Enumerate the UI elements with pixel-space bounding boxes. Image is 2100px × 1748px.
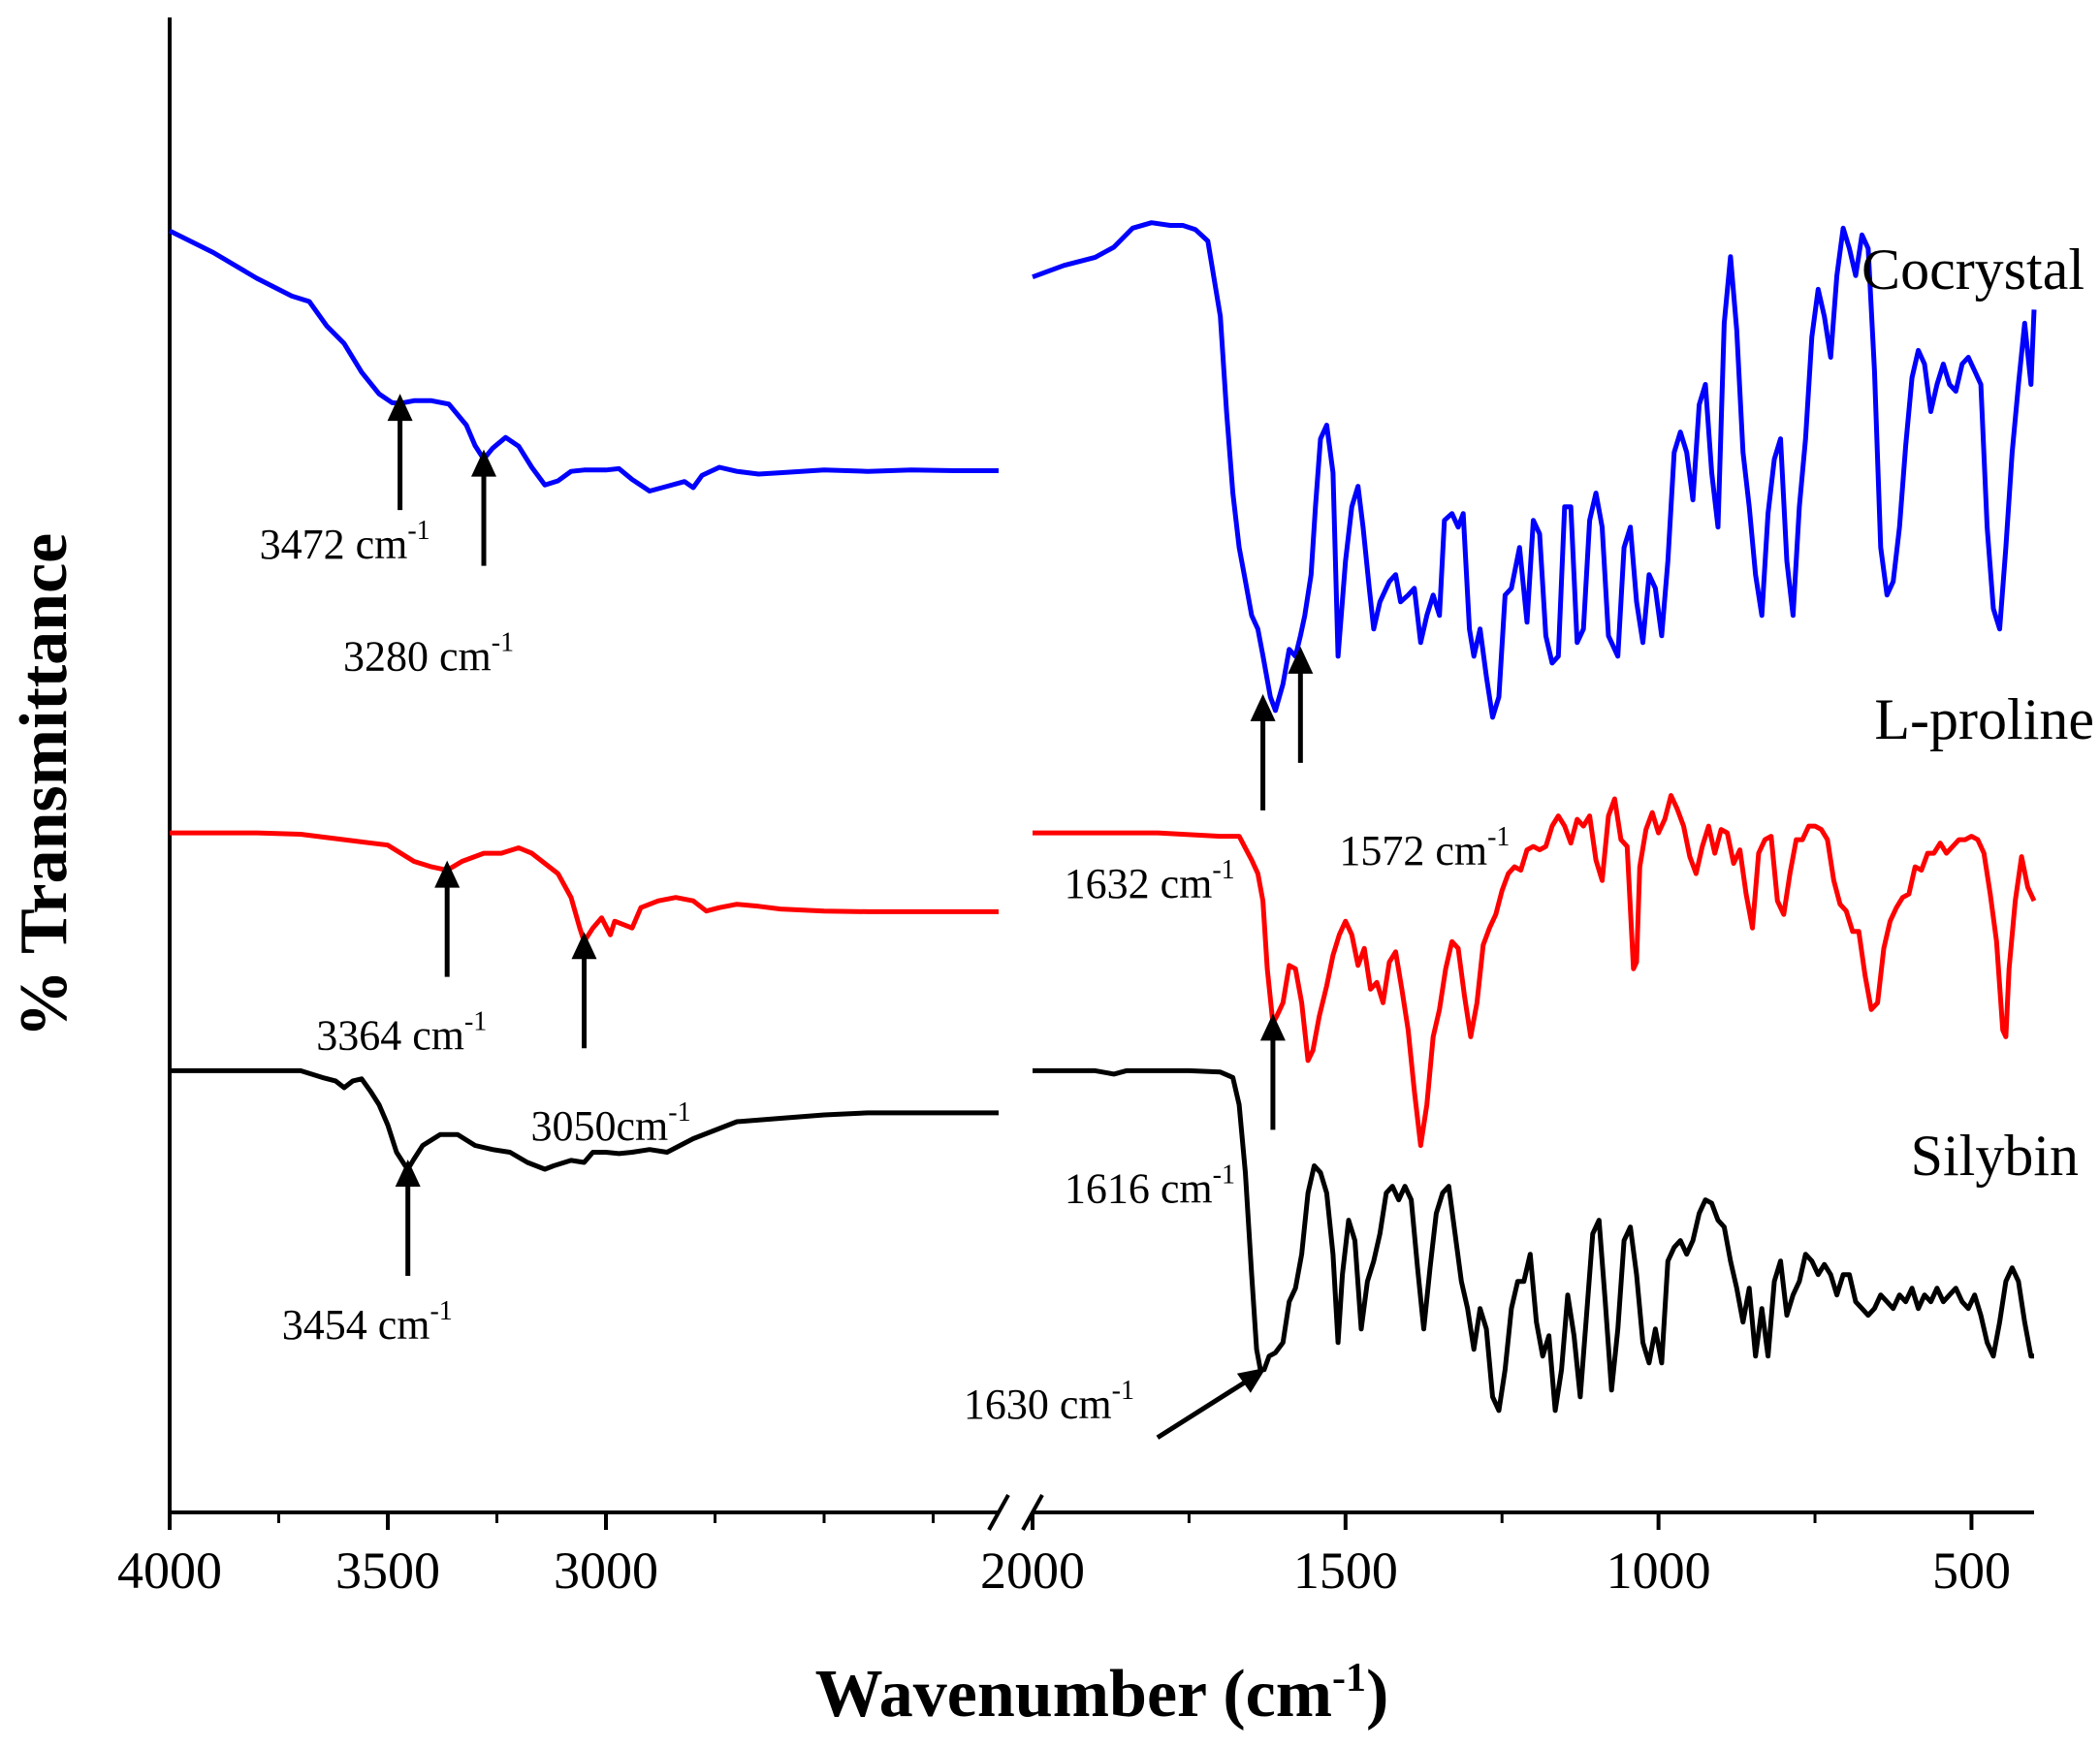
x-tick-label: 3500 <box>335 1541 440 1600</box>
series-line-right <box>1032 220 2037 720</box>
series-line-right <box>1033 1067 2034 1414</box>
arrowhead <box>1259 1013 1286 1041</box>
arrowhead <box>471 449 496 477</box>
annotation-label: 3364 cm-1 <box>316 1007 487 1060</box>
series-silybin <box>170 1067 2034 1414</box>
peak-annotation: 1632 cm-1 <box>1065 693 1276 907</box>
x-tick-label: 4000 <box>117 1541 222 1600</box>
annotation-label: 3454 cm-1 <box>282 1296 453 1349</box>
peak-annotation: 1630 cm-1 <box>964 1367 1266 1440</box>
arrowhead <box>387 394 413 422</box>
peak-annotation: 1616 cm-1 <box>1065 1013 1286 1212</box>
series-line-left <box>170 1067 999 1172</box>
series-line-left <box>170 830 999 944</box>
annotation-label: 1616 cm-1 <box>1065 1160 1235 1212</box>
annotation-label: 3472 cm-1 <box>260 516 430 568</box>
series-layer <box>168 220 2037 1414</box>
y-axis-title: % Transmittance <box>7 533 81 1037</box>
labels-layer: Cocrystal L-proline Silybin <box>1861 238 2094 1188</box>
annotation-label: 1632 cm-1 <box>1065 855 1235 907</box>
series-l-proline <box>170 793 2037 1148</box>
series-line-right <box>1033 793 2037 1148</box>
x-tick-label: 3000 <box>554 1541 658 1600</box>
annotation-label: 1572 cm-1 <box>1339 822 1510 874</box>
annotations-layer: 3472 cm-1 3280 cm-1 1632 cm-1 1572 cm-1 3364… <box>260 394 1510 1440</box>
x-tick-label: 500 <box>1932 1541 2011 1600</box>
peak-annotation: 3280 cm-1 <box>343 449 514 681</box>
x-axis-title: Wavenumber (cm-1) <box>815 1656 1389 1732</box>
series-cocrystal <box>168 220 2037 720</box>
arrowhead <box>1250 693 1276 721</box>
series-line-left <box>168 228 999 493</box>
axis-break-mark <box>987 1494 1010 1531</box>
arrowhead <box>395 1160 421 1188</box>
annotation-label: 3050cm-1 <box>531 1097 691 1150</box>
peak-annotation: 3472 cm-1 <box>260 394 430 568</box>
series-label: L-proline <box>1874 687 2094 751</box>
annotation-arrow <box>1156 1375 1255 1440</box>
peak-annotation: 3454 cm-1 <box>282 1160 453 1349</box>
arrowhead <box>571 932 597 960</box>
axes: 4000 3500 3000 2000 1500 1000 500 Wavenumber (c… <box>7 17 2034 1732</box>
arrowhead <box>1236 1367 1266 1393</box>
arrowhead <box>1288 646 1314 674</box>
annotation-label: 1630 cm-1 <box>964 1376 1134 1428</box>
series-label: Cocrystal <box>1861 238 2084 302</box>
x-tick-label: 1500 <box>1293 1541 1398 1600</box>
peak-annotation: 1572 cm-1 <box>1288 646 1510 874</box>
peak-annotation: 3364 cm-1 <box>316 860 487 1060</box>
x-tick-label: 2000 <box>980 1541 1085 1600</box>
peak-annotation: 3050cm-1 <box>531 932 691 1150</box>
series-label: Silybin <box>1911 1124 2079 1188</box>
annotation-label: 3280 cm-1 <box>343 628 514 681</box>
x-tick-label: 1000 <box>1607 1541 1711 1600</box>
arrowhead <box>434 860 461 888</box>
